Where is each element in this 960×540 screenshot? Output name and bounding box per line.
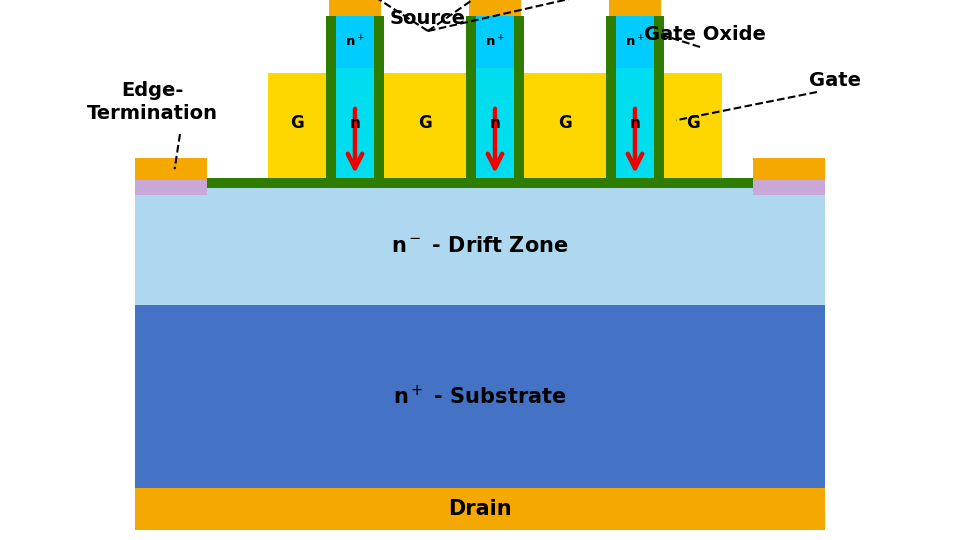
Bar (336, 16, 374, 68)
Text: n: n (630, 116, 640, 131)
Bar (466, 16, 524, 178)
Bar (606, 16, 664, 178)
Text: G: G (419, 114, 432, 132)
Text: n$^+$: n$^+$ (485, 35, 505, 50)
Bar (616, 16, 654, 68)
Text: n: n (349, 116, 360, 131)
Bar (135, 173, 207, 194)
Text: Edge-
Termination: Edge- Termination (86, 81, 218, 123)
Bar (326, 16, 384, 178)
Bar (384, 73, 466, 178)
Bar (268, 73, 326, 178)
Bar (469, 0, 521, 16)
Bar (616, 68, 654, 178)
Text: Gate Oxide: Gate Oxide (644, 25, 766, 44)
Text: Source: Source (390, 9, 466, 28)
Bar (135, 305, 825, 488)
Bar (524, 73, 606, 178)
Bar (753, 158, 825, 180)
Bar (135, 188, 825, 305)
Text: G: G (290, 114, 304, 132)
Bar (329, 0, 381, 16)
Text: n$^+$ - Substrate: n$^+$ - Substrate (394, 385, 566, 408)
Text: n$^+$: n$^+$ (345, 35, 365, 50)
Bar (135, 488, 825, 530)
Bar (753, 173, 825, 194)
Text: Gate: Gate (809, 71, 861, 90)
Bar (336, 68, 374, 178)
Text: n$^-$ - Drift Zone: n$^-$ - Drift Zone (392, 237, 568, 256)
Bar (664, 73, 722, 178)
Text: Drain: Drain (448, 499, 512, 519)
Text: G: G (558, 114, 572, 132)
Text: n: n (490, 116, 500, 131)
Bar (135, 158, 207, 180)
Bar (476, 16, 514, 68)
Text: n$^+$: n$^+$ (625, 35, 645, 50)
Bar (476, 68, 514, 178)
Bar (609, 0, 661, 16)
Bar (135, 178, 825, 188)
Text: G: G (686, 114, 700, 132)
